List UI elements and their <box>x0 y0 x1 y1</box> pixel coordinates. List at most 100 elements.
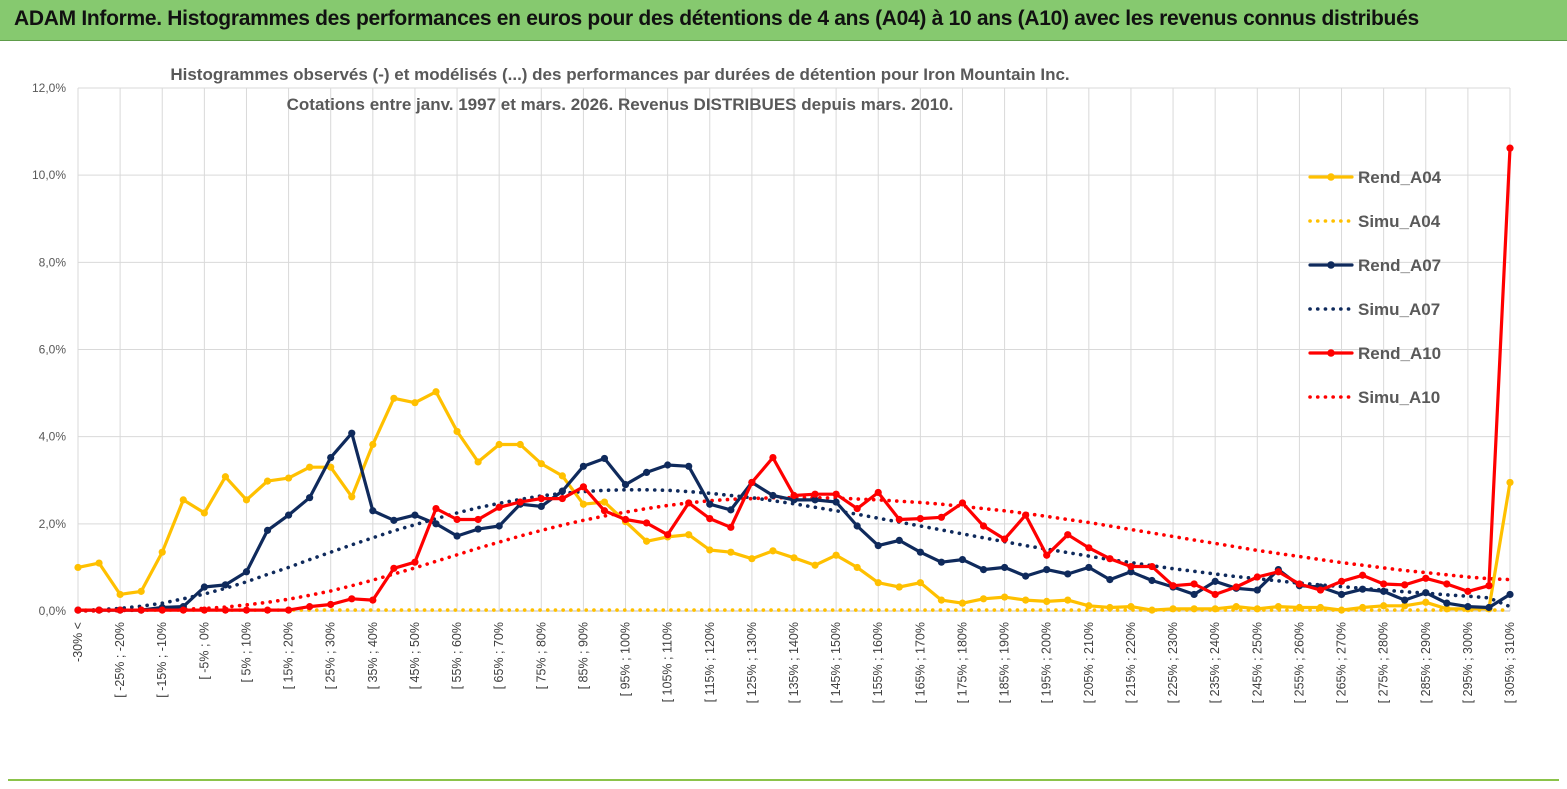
x-tick-label: [ 225% ; 230% <box>1166 622 1180 703</box>
point-rend_a07 <box>1337 590 1346 599</box>
point-rend_a04 <box>1127 603 1135 611</box>
point-rend_a04 <box>495 440 503 449</box>
point-rend_a07 <box>664 461 672 469</box>
point-rend_a07 <box>1358 585 1367 593</box>
point-rend_a10 <box>453 515 461 524</box>
point-rend_a04 <box>1401 602 1409 610</box>
point-rend_a04 <box>1000 593 1009 601</box>
point-rend_a10 <box>853 504 861 513</box>
point-rend_a10 <box>1506 144 1514 152</box>
point-rend_a10 <box>748 478 756 487</box>
x-tick-label: [ 145% ; 150% <box>829 622 843 703</box>
y-tick-label: 0,0% <box>39 604 67 618</box>
point-rend_a04 <box>853 563 861 572</box>
point-rend_a04 <box>1358 603 1367 612</box>
point-rend_a07 <box>937 558 946 566</box>
point-rend_a04 <box>1106 603 1114 612</box>
point-rend_a04 <box>474 458 482 466</box>
chart-title-line1: Histogrammes observés (-) et modélisés (… <box>170 65 1069 84</box>
point-rend_a04 <box>642 537 651 545</box>
point-rend_a04 <box>1169 605 1177 613</box>
y-tick-label: 4,0% <box>39 430 67 444</box>
point-rend_a04 <box>1506 478 1514 487</box>
point-rend_a10 <box>200 606 208 614</box>
point-rend_a04 <box>1085 602 1093 610</box>
point-rend_a07 <box>432 520 440 528</box>
point-rend_a10 <box>1316 586 1325 594</box>
legend-label: Simu_A04 <box>1358 212 1441 231</box>
x-tick-label: [ 15% ; 20% <box>282 622 296 689</box>
legend-label: Simu_A10 <box>1358 388 1440 407</box>
x-tick-label: [ 295% ; 300% <box>1461 622 1475 703</box>
point-rend_a07 <box>727 506 735 514</box>
point-rend_a10 <box>937 513 946 521</box>
point-rend_a04 <box>432 388 440 396</box>
x-tick-label: [ 185% ; 190% <box>998 622 1012 703</box>
point-rend_a10 <box>263 606 272 614</box>
x-tick-label: [ 195% ; 200% <box>1040 622 1054 703</box>
point-rend_a10 <box>1211 590 1219 599</box>
x-tick-label: [ 45% ; 50% <box>408 622 422 689</box>
point-rend_a07 <box>706 500 714 508</box>
y-tick-label: 6,0% <box>39 343 67 357</box>
point-rend_a04 <box>769 547 777 555</box>
point-rend_a07 <box>832 498 840 506</box>
point-rend_a10 <box>537 494 545 503</box>
legend: Rend_A04 Simu_A04 Rend_A07 Simu_A07 Rend_A10… <box>1308 168 1442 407</box>
x-tick-label: [ 35% ; 40% <box>366 622 380 689</box>
point-rend_a04 <box>1295 603 1304 612</box>
point-rend_a04 <box>74 563 82 572</box>
grid <box>77 87 1511 612</box>
point-rend_a07 <box>958 555 967 564</box>
point-rend_a04 <box>411 399 419 407</box>
point-rend_a07 <box>1022 572 1030 580</box>
y-tick-label: 12,0% <box>32 81 66 95</box>
point-rend_a04 <box>1253 605 1261 613</box>
point-rend_a10 <box>642 519 651 527</box>
point-rend_a10 <box>179 606 187 614</box>
point-rend_a07 <box>895 536 903 544</box>
point-rend_a10 <box>327 600 335 609</box>
point-rend_a10 <box>1337 577 1346 585</box>
x-tick-label: [ 25% ; 30% <box>324 622 338 689</box>
point-rend_a10 <box>1464 587 1472 595</box>
point-rend_a07 <box>642 468 651 477</box>
legend-item-simu_a04: Simu_A04 <box>1308 212 1441 231</box>
point-rend_a07 <box>221 581 230 589</box>
point-rend_a07 <box>1464 603 1472 611</box>
x-tick-label: [ 255% ; 260% <box>1292 622 1306 703</box>
point-rend_a10 <box>1043 551 1051 559</box>
point-rend_a10 <box>727 523 735 531</box>
legend-label: Rend_A10 <box>1358 344 1441 363</box>
point-rend_a10 <box>95 606 103 614</box>
point-rend_a07 <box>453 532 461 540</box>
point-rend_a10 <box>811 490 819 498</box>
point-rend_a04 <box>453 427 461 436</box>
series-line-simu_a07 <box>76 487 1512 613</box>
point-rend_a04 <box>306 463 314 471</box>
point-rend_a07 <box>916 548 924 556</box>
point-rend_a10 <box>979 522 988 530</box>
point-rend_a07 <box>579 462 588 470</box>
point-rend_a04 <box>916 579 924 587</box>
point-rend_a04 <box>348 493 356 501</box>
point-rend_a10 <box>1232 583 1240 591</box>
point-rend_a07 <box>853 522 861 530</box>
legend-item-simu_a07: Simu_A07 <box>1308 300 1440 319</box>
point-rend_a07 <box>1443 599 1451 607</box>
point-rend_a10 <box>284 606 293 614</box>
point-rend_a04 <box>516 440 524 449</box>
point-rend_a07 <box>327 453 335 462</box>
legend-marker <box>1327 349 1335 357</box>
point-rend_a10 <box>348 595 356 603</box>
point-rend_a07 <box>685 462 693 470</box>
point-rend_a07 <box>390 516 398 524</box>
point-rend_a07 <box>200 583 208 591</box>
point-rend_a04 <box>1274 603 1282 611</box>
x-tick-label: [ 95% ; 100% <box>619 622 633 696</box>
legend-marker <box>1327 173 1335 181</box>
point-rend_a10 <box>1485 582 1493 590</box>
y-tick-label: 2,0% <box>39 517 67 531</box>
point-rend_a07 <box>1085 563 1093 572</box>
point-rend_a04 <box>1443 605 1451 613</box>
